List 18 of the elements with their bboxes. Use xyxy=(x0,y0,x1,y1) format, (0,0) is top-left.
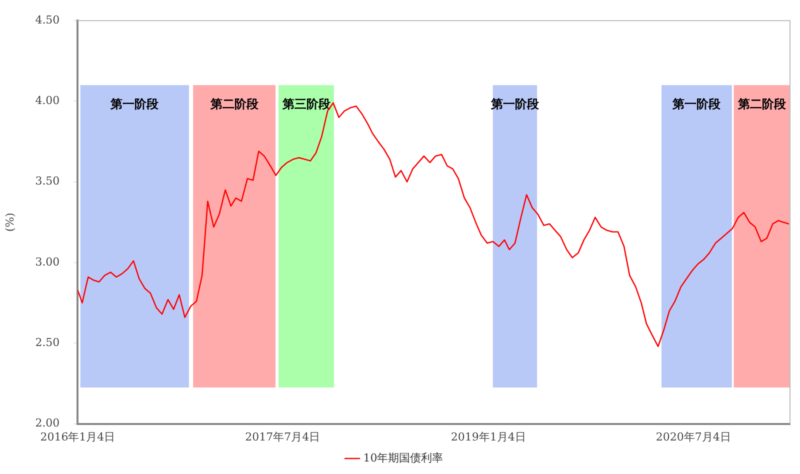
legend-label: 10年期国债利率 xyxy=(363,451,444,464)
y-axis-title: (%) xyxy=(3,212,16,232)
band-label: 第一阶段 xyxy=(490,97,540,112)
x-tick-label: 2019年1月4日 xyxy=(450,430,526,444)
band-label: 第二阶段 xyxy=(209,97,260,112)
y-tick-label: 2.50 xyxy=(35,336,60,350)
y-tick-label: 4.50 xyxy=(35,13,60,26)
x-tick-label: 2020年7月4日 xyxy=(656,430,731,444)
band-label: 第二阶段 xyxy=(736,97,787,112)
y-tick-label: 3.50 xyxy=(35,174,60,188)
x-tick-label: 2017年7月4日 xyxy=(245,430,320,444)
y-tick-label: 3.00 xyxy=(35,255,60,268)
x-tick-label: 2016年1月4日 xyxy=(40,430,116,444)
y-tick-label: 2.00 xyxy=(35,416,60,430)
y-tick-label: 4.00 xyxy=(35,94,60,108)
band-label: 第三阶段 xyxy=(281,97,332,112)
band-label: 第一阶段 xyxy=(110,97,160,112)
band-label: 第一阶段 xyxy=(672,97,722,112)
